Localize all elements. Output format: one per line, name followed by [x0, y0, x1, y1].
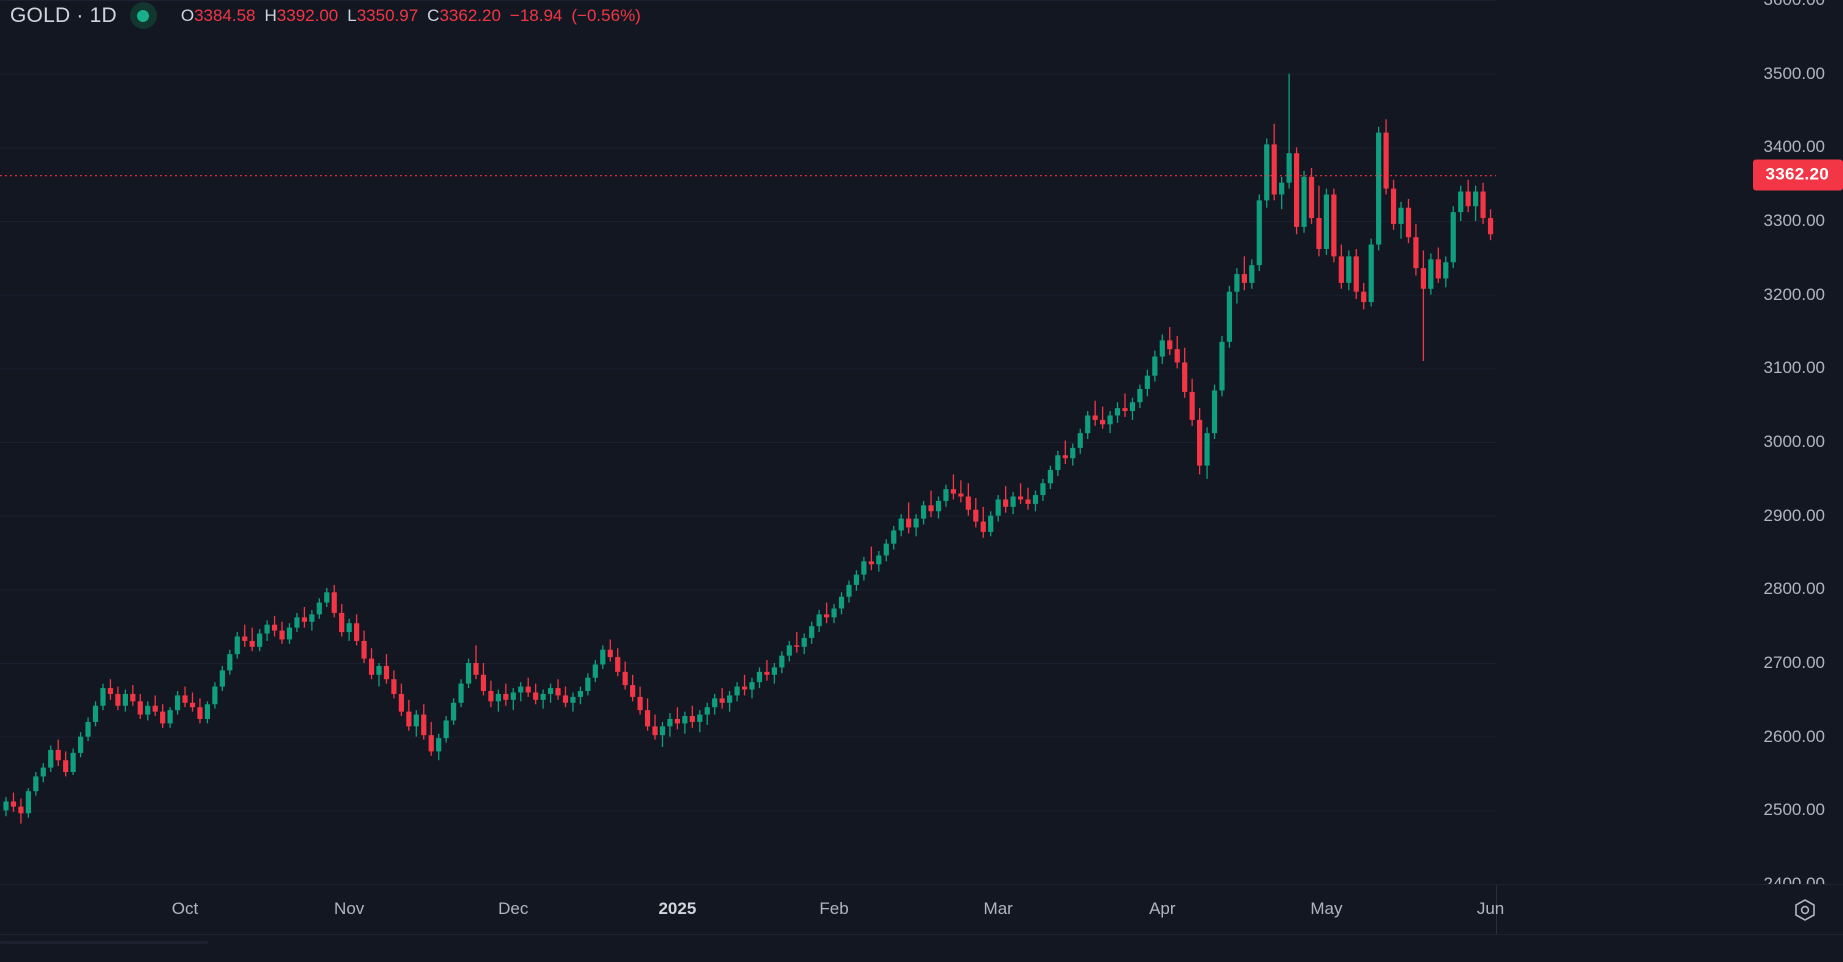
time-tick: Nov [334, 899, 365, 918]
price-tick: 2800.00 [1763, 579, 1825, 599]
candlestick-series [0, 0, 1496, 824]
price-tick: 2600.00 [1763, 726, 1825, 746]
price-tick: 3500.00 [1763, 63, 1825, 83]
price-tick: 3200.00 [1763, 284, 1825, 304]
price-tick: 3400.00 [1763, 137, 1825, 157]
price-tick: 2700.00 [1763, 653, 1825, 672]
time-tick: May [1310, 899, 1343, 918]
price-tick: 2900.00 [1763, 505, 1825, 525]
price-tick: 3100.00 [1763, 358, 1825, 378]
time-tick: Oct [171, 899, 199, 918]
bottom-status-strip [0, 934, 1843, 962]
time-tick: Mar [983, 899, 1013, 918]
price-tick: 3300.00 [1763, 211, 1825, 230]
time-scale[interactable]: Oct Nov Dec 2025 Feb Mar Apr May Jun [0, 884, 1843, 935]
price-tick: 2500.00 [1763, 800, 1825, 820]
price-tick: 3000.00 [1763, 432, 1825, 451]
time-tick: Dec [498, 899, 529, 918]
chart-pane[interactable] [0, 0, 1496, 884]
price-scale[interactable]: 3600.00 3500.00 3400.00 3300.00 3200.00 3100.… [1496, 0, 1843, 893]
axis-divider [1496, 885, 1497, 935]
time-tick: Jun [1476, 899, 1505, 918]
current-price-badge: 3362.20 [1753, 159, 1843, 191]
time-tick: Apr [1149, 899, 1176, 918]
price-tick: 3600.00 [1764, 0, 1825, 10]
crosshair-target-icon[interactable] [1791, 896, 1819, 924]
time-tick: 2025 [658, 899, 697, 918]
bottom-strip-left [0, 941, 208, 944]
time-tick: Feb [819, 899, 849, 918]
